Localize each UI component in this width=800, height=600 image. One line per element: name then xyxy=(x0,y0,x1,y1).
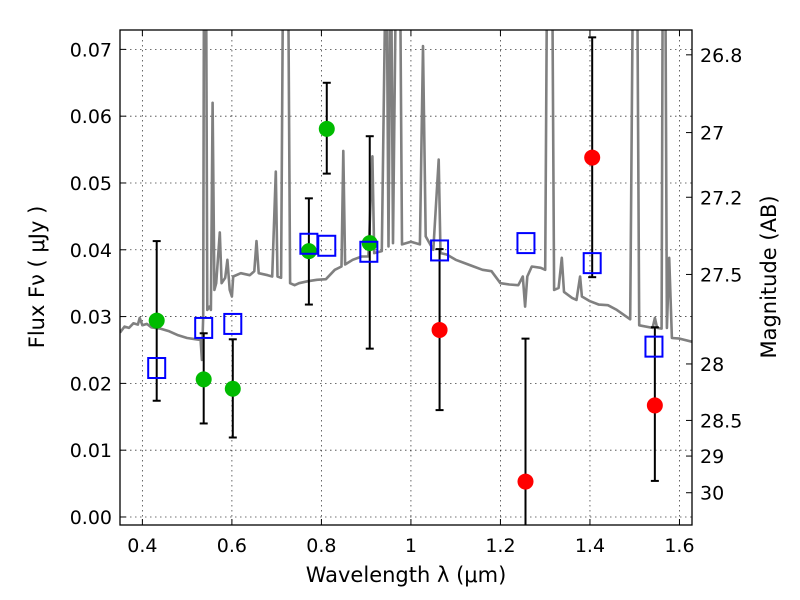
right-tick-label: 28 xyxy=(700,354,724,376)
y-axis-label: Flux Fν ( μJy ) xyxy=(25,206,49,349)
detections-red-point xyxy=(431,321,448,338)
detections-green-point xyxy=(300,243,317,260)
right-tick-label: 29 xyxy=(700,446,724,468)
x-tick-label: 0.6 xyxy=(217,535,247,557)
y-tick-label: 0.05 xyxy=(70,173,112,195)
detections-green-point xyxy=(195,371,212,388)
x-tick-label: 1.6 xyxy=(664,535,694,557)
right-tick-label: 27.2 xyxy=(700,187,742,209)
y-tick-label: 0.02 xyxy=(70,373,112,395)
model-square xyxy=(430,239,450,262)
model-square xyxy=(582,252,602,275)
y-tick-label: 0.07 xyxy=(70,39,112,61)
x-tick-label: 1.2 xyxy=(485,535,515,557)
x-tick-label: 0.8 xyxy=(306,535,336,557)
grid xyxy=(120,30,692,525)
x-tick-label: 1.4 xyxy=(575,535,605,557)
right-tick-label: 28.5 xyxy=(700,410,742,432)
plot-marks xyxy=(120,30,692,525)
right-tick-label: 27 xyxy=(700,123,724,145)
plot-frame xyxy=(119,29,693,526)
model-square xyxy=(359,240,379,263)
detections-green-point xyxy=(361,235,378,252)
ticks: 0.4 0.6 0.8 1 1.2 1.4 1.6 0.00 0.01 0.02 0.03 0.04 0… xyxy=(70,30,742,557)
right-tick-label: 26.8 xyxy=(700,45,742,67)
y-tick-label: 0.04 xyxy=(70,240,112,262)
detections-green-point xyxy=(148,312,165,329)
model-square xyxy=(194,316,214,339)
y-tick-label: 0.03 xyxy=(70,307,112,329)
y-tick-label: 0.06 xyxy=(70,106,112,128)
detections-red-point xyxy=(646,397,663,414)
model-square xyxy=(317,234,337,257)
model-square xyxy=(644,335,664,358)
right-tick-label: 30 xyxy=(700,483,724,505)
model-square xyxy=(516,232,536,255)
y-tick-label: 0.01 xyxy=(70,440,112,462)
detections-green-point xyxy=(318,120,335,137)
right-tick-label: 27.5 xyxy=(700,264,742,286)
detections-red-point xyxy=(584,149,601,166)
right-axis-label: Magnitude (AB) xyxy=(757,195,781,358)
detections-green-point xyxy=(224,380,241,397)
y-tick-label: 0.00 xyxy=(70,507,112,529)
x-tick-label: 0.4 xyxy=(127,535,157,557)
model-square xyxy=(223,312,243,335)
x-axis-label: Wavelength λ (μm) xyxy=(306,563,507,587)
model-square xyxy=(147,357,167,380)
detections-red-point xyxy=(517,473,534,490)
x-tick-label: 1 xyxy=(405,535,417,557)
